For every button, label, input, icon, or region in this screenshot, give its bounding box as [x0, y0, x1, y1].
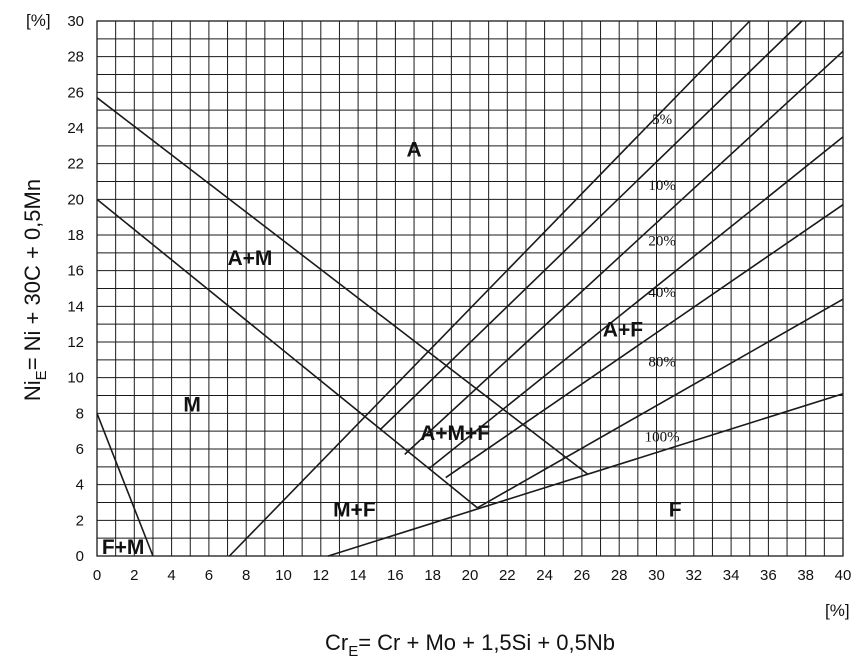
grid: [96, 20, 844, 557]
ferrite-percent-label: 5%: [652, 112, 672, 128]
y-tick-label: 14: [67, 298, 84, 315]
x-tick-label: 0: [93, 567, 101, 584]
region-label: A+F: [603, 319, 643, 342]
y-axis-title-main: Ni: [20, 380, 45, 401]
y-tick-label: 28: [67, 49, 84, 66]
region-label: A+M+F: [420, 422, 490, 445]
x-tick-label: 30: [648, 567, 665, 584]
x-tick-label: 20: [462, 567, 479, 584]
region-label: F: [669, 499, 682, 522]
x-tick-label: 12: [312, 567, 329, 584]
y-tick-label: 20: [67, 191, 84, 208]
x-tick-label: 40: [835, 567, 852, 584]
x-unit-label: [%]: [825, 601, 850, 620]
y-tick-label: 24: [67, 120, 84, 137]
y-tick-label: 10: [67, 370, 84, 387]
boundary-line: [96, 97, 588, 475]
x-tick-label: 32: [685, 567, 702, 584]
x-tick-label: 26: [574, 567, 591, 584]
x-tick-labels: 0 2 4 6 8 10 12 14 16 18 20 22 24 26 28 30 32 34 36 38 40: [93, 567, 852, 584]
y-tick-label: 0: [76, 548, 84, 565]
region-labels: A A+M A+F M A+M+F M+F F F+M: [102, 138, 682, 559]
y-tick-label: 6: [76, 441, 84, 458]
x-tick-label: 4: [167, 567, 175, 584]
x-tick-label: 22: [499, 567, 516, 584]
y-axis-title-rest: = Ni + 30C + 0,5Mn: [20, 179, 45, 370]
y-tick-label: 26: [67, 84, 84, 101]
x-tick-label: 24: [536, 567, 553, 584]
x-axis-title-sub: E: [348, 643, 358, 660]
ferrite-percent-label: 40%: [648, 285, 676, 301]
boundary-line: [228, 20, 751, 557]
boundary-line: [428, 136, 844, 470]
boundary-line: [445, 204, 844, 479]
ferrite-percent-label: 100%: [645, 430, 680, 446]
ferrite-percent-labels: 5% 10% 20% 40% 80% 100%: [645, 112, 680, 445]
x-tick-label: 38: [797, 567, 814, 584]
x-tick-label: 6: [205, 567, 213, 584]
x-tick-label: 2: [130, 567, 138, 584]
boundary-line: [404, 50, 844, 455]
boundary-line: [96, 413, 154, 557]
y-tick-label: 12: [67, 334, 84, 351]
y-axis-title-sub: E: [33, 370, 50, 380]
boundary-line: [328, 392, 844, 557]
y-tick-label: 4: [76, 477, 84, 494]
x-tick-label: 36: [760, 567, 777, 584]
y-tick-label: 8: [76, 405, 84, 422]
ferrite-percent-label: 80%: [648, 355, 676, 371]
y-tick-label: 22: [67, 156, 84, 173]
y-tick-label: 2: [76, 512, 84, 529]
x-axis-title-main: Cr: [325, 630, 348, 655]
plot-frame: [96, 20, 844, 557]
region-label: A+M: [227, 247, 272, 270]
x-tick-label: 34: [723, 567, 740, 584]
ferrite-percent-label: 10%: [648, 178, 676, 194]
y-tick-label: 30: [67, 13, 84, 30]
y-tick-label: 16: [67, 263, 84, 280]
boundary-line: [96, 198, 478, 509]
y-unit-label: [%]: [26, 11, 51, 30]
phase-boundary-lines: [96, 20, 844, 557]
x-tick-label: 10: [275, 567, 292, 584]
x-axis-title: CrE= Cr + Mo + 1,5Si + 0,5Nb: [325, 630, 615, 660]
x-axis-title-rest: = Cr + Mo + 1,5Si + 0,5Nb: [358, 630, 615, 655]
region-label: M+F: [333, 499, 376, 522]
x-tick-label: 16: [387, 567, 404, 584]
region-label: M: [183, 393, 201, 416]
x-tick-label: 28: [611, 567, 628, 584]
boundary-line: [379, 20, 803, 430]
region-label: F+M: [102, 536, 145, 559]
x-tick-label: 14: [350, 567, 367, 584]
ferrite-percent-label: 20%: [648, 233, 676, 249]
y-tick-label: 18: [67, 227, 84, 244]
y-axis-title: NiE= Ni + 30C + 0,5Mn: [20, 179, 50, 401]
boundary-line: [477, 298, 844, 509]
region-label: A: [406, 138, 421, 161]
x-tick-label: 18: [424, 567, 441, 584]
x-tick-label: 8: [242, 567, 250, 584]
